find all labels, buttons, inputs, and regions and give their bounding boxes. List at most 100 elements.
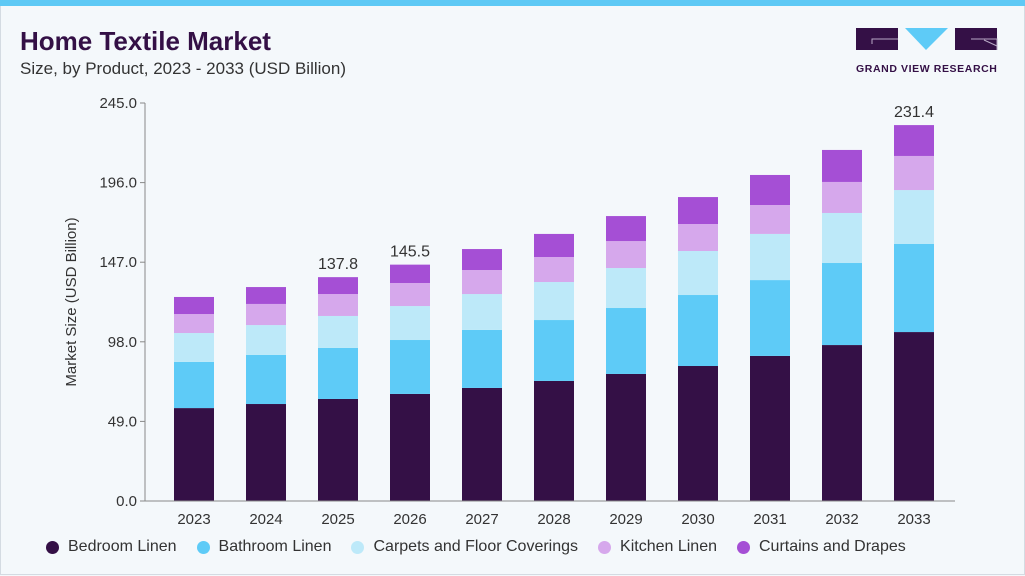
bar-segment-carpets-and-floor-coverings <box>246 325 286 355</box>
bar-segment-kitchen-linen <box>822 181 862 213</box>
bar-segment-bedroom-linen <box>606 373 646 501</box>
bar-segment-bedroom-linen <box>534 380 574 501</box>
bar-segment-bedroom-linen <box>174 408 214 501</box>
bar-segment-kitchen-linen <box>750 205 790 234</box>
bar-segment-bathroom-linen <box>822 263 862 346</box>
bar-segment-bedroom-linen <box>894 332 934 501</box>
data-label: 231.4 <box>894 104 934 121</box>
x-tick-label: 2026 <box>393 511 426 528</box>
legend-item: Carpets and Floor Coverings <box>351 538 578 556</box>
bar-segment-carpets-and-floor-coverings <box>534 282 574 321</box>
logo-mark-icon <box>856 28 998 50</box>
x-tick-label: 2027 <box>465 511 498 528</box>
legend-item: Bathroom Linen <box>196 538 332 556</box>
bar-segment-bathroom-linen <box>462 329 502 388</box>
bar-segment-carpets-and-floor-coverings <box>174 333 214 362</box>
bar-segment-kitchen-linen <box>246 303 286 326</box>
bar-segment-kitchen-linen <box>174 314 214 334</box>
bar-segment-bathroom-linen <box>390 340 430 394</box>
bar-segment-carpets-and-floor-coverings <box>390 306 430 341</box>
y-tick-label: 49.0 <box>108 413 137 430</box>
bar-segment-bathroom-linen <box>606 308 646 374</box>
bar-segment-bathroom-linen <box>750 280 790 356</box>
bar-segment-bedroom-linen <box>462 387 502 501</box>
chart-title: Home Textile Market <box>20 26 271 56</box>
legend-item: Kitchen Linen <box>598 538 717 556</box>
bar-segment-carpets-and-floor-coverings <box>318 315 358 348</box>
legend-item: Curtains and Drapes <box>737 538 906 556</box>
chart-subtitle: Size, by Product, 2023 - 2033 (USD Billi… <box>20 59 346 78</box>
bar-segment-curtains-and-drapes <box>822 149 862 182</box>
x-tick-label: 2024 <box>249 511 282 528</box>
bar-segment-kitchen-linen <box>462 269 502 295</box>
bar-segment-kitchen-linen <box>678 224 718 251</box>
bar-segment-bedroom-linen <box>750 355 790 501</box>
bar-segment-curtains-and-drapes <box>606 216 646 242</box>
y-tick-label: 98.0 <box>108 334 137 351</box>
legend-label: Bathroom Linen <box>218 538 332 555</box>
bar-segment-bathroom-linen <box>678 295 718 367</box>
bar-segment-carpets-and-floor-coverings <box>606 268 646 309</box>
bar-segment-kitchen-linen <box>318 294 358 316</box>
bar-segment-kitchen-linen <box>894 155 934 191</box>
bar-segment-curtains-and-drapes <box>246 287 286 304</box>
data-label: 145.5 <box>390 244 430 261</box>
x-tick-label: 2023 <box>177 511 210 528</box>
grand-view-research-logo: GRAND VIEW RESEARCH <box>856 28 998 75</box>
x-tick-label: 2029 <box>609 511 642 528</box>
bar-segment-bathroom-linen <box>318 347 358 399</box>
bar-segment-curtains-and-drapes <box>174 296 214 315</box>
legend-label: Kitchen Linen <box>620 538 717 555</box>
bars: 137.8 145.5 231.4 <box>174 104 934 501</box>
x-axis: 2023 2024 2025 2026 2027 2028 2029 2030 2031 2032… <box>145 500 955 528</box>
legend-dot-icon <box>598 540 612 554</box>
bar-segment-carpets-and-floor-coverings <box>462 294 502 330</box>
x-tick-label: 2032 <box>825 511 858 528</box>
bar-segment-carpets-and-floor-coverings <box>822 212 862 264</box>
y-tick-label: 245.0 <box>99 95 137 112</box>
bar-segment-carpets-and-floor-coverings <box>678 250 718 296</box>
data-label: 137.8 <box>318 256 358 273</box>
x-tick-label: 2030 <box>681 511 714 528</box>
bar-segment-kitchen-linen <box>534 257 574 283</box>
top-accent-bar <box>0 0 1025 6</box>
legend-dot-icon <box>351 540 365 554</box>
bar-segment-curtains-and-drapes <box>462 249 502 270</box>
bar-segment-carpets-and-floor-coverings <box>894 190 934 245</box>
bar-segment-bedroom-linen <box>246 404 286 501</box>
legend: Bedroom Linen Bathroom Linen Carpets and F… <box>46 538 926 556</box>
x-tick-label: 2033 <box>897 511 930 528</box>
bar-segment-bedroom-linen <box>822 345 862 501</box>
y-axis: 0.0 49.0 98.0 147.0 196.0 245.0 <box>99 95 146 510</box>
bar-segment-kitchen-linen <box>606 241 646 269</box>
bar-segment-curtains-and-drapes <box>678 197 718 225</box>
bar-segment-bathroom-linen <box>174 361 214 409</box>
y-axis-label: Market Size (USD Billion) <box>63 217 80 386</box>
legend-item: Bedroom Linen <box>46 538 177 556</box>
legend-dot-icon <box>737 540 750 554</box>
bar-segment-bathroom-linen <box>894 244 934 333</box>
legend-dot-icon <box>196 540 210 554</box>
logo-text: GRAND VIEW RESEARCH <box>856 63 998 75</box>
bar-segment-bathroom-linen <box>246 354 286 405</box>
legend-dot-icon <box>46 540 59 554</box>
legend-label: Bedroom Linen <box>68 538 177 555</box>
bar-segment-bedroom-linen <box>678 366 718 501</box>
bar-segment-bedroom-linen <box>318 398 358 501</box>
y-tick-label: 196.0 <box>99 175 137 192</box>
bar-segment-carpets-and-floor-coverings <box>750 233 790 281</box>
bar-segment-curtains-and-drapes <box>534 233 574 258</box>
bar-segment-bathroom-linen <box>534 320 574 381</box>
y-tick-label: 0.0 <box>116 493 137 510</box>
bar-segment-curtains-and-drapes <box>390 264 430 283</box>
legend-label: Carpets and Floor Coverings <box>373 538 579 555</box>
bar-segment-kitchen-linen <box>390 282 430 307</box>
bar-segment-curtains-and-drapes <box>750 174 790 206</box>
bar-segment-bedroom-linen <box>390 393 430 501</box>
bar-segment-curtains-and-drapes <box>318 277 358 295</box>
x-tick-label: 2031 <box>753 511 786 528</box>
x-tick-label: 2028 <box>537 511 570 528</box>
bar-segment-curtains-and-drapes <box>894 125 934 156</box>
x-tick-label: 2025 <box>321 511 354 528</box>
